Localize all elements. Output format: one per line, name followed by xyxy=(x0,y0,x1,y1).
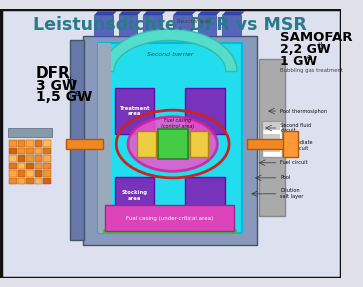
Polygon shape xyxy=(119,11,141,15)
Text: Dilution
salt layer: Dilution salt layer xyxy=(280,189,304,199)
Bar xyxy=(105,205,234,231)
Bar xyxy=(119,15,137,36)
Bar xyxy=(259,59,285,216)
Bar xyxy=(26,170,34,177)
Bar xyxy=(35,148,42,154)
Bar xyxy=(35,163,42,169)
Bar xyxy=(137,131,156,157)
Text: Fuel casing
(control area): Fuel casing (control area) xyxy=(161,118,194,129)
Bar xyxy=(35,155,42,162)
Polygon shape xyxy=(173,11,196,15)
Bar xyxy=(26,140,34,147)
Bar xyxy=(18,163,25,169)
Bar xyxy=(9,170,17,177)
Bar xyxy=(9,178,17,185)
Text: 3 GW: 3 GW xyxy=(36,79,77,93)
Bar xyxy=(261,121,282,157)
Bar xyxy=(43,140,51,147)
Text: Fuel circuit: Fuel circuit xyxy=(280,160,308,165)
Bar xyxy=(26,155,34,162)
Bar xyxy=(35,140,42,147)
Bar xyxy=(18,178,25,185)
Bar xyxy=(43,155,51,162)
Text: Reactor wall: Reactor wall xyxy=(176,19,211,30)
Bar xyxy=(43,178,51,185)
Bar xyxy=(115,177,154,214)
Bar xyxy=(189,131,208,157)
Bar xyxy=(83,36,257,245)
Bar xyxy=(173,15,192,36)
Bar xyxy=(9,155,17,162)
Bar xyxy=(18,170,25,177)
Text: e: e xyxy=(307,53,311,62)
Text: Leistunsdichte: DFR vs MSR: Leistunsdichte: DFR vs MSR xyxy=(33,15,307,34)
Bar xyxy=(264,122,280,130)
Bar xyxy=(8,128,52,137)
Bar xyxy=(248,139,285,149)
Bar xyxy=(264,134,280,141)
Bar xyxy=(18,148,25,154)
Bar xyxy=(26,148,34,154)
Bar xyxy=(222,15,241,36)
Text: Pool: Pool xyxy=(280,175,291,180)
Text: 2,2 GW: 2,2 GW xyxy=(280,43,331,57)
Bar xyxy=(264,145,280,152)
Polygon shape xyxy=(102,29,237,71)
Bar xyxy=(283,131,298,157)
Text: Second fluid
circuit: Second fluid circuit xyxy=(280,123,311,133)
Text: e: e xyxy=(74,89,79,98)
Bar xyxy=(35,170,42,177)
Bar xyxy=(98,43,111,233)
Bar xyxy=(43,148,51,154)
Text: SAMOFAR: SAMOFAR xyxy=(280,31,353,44)
Polygon shape xyxy=(94,11,117,15)
FancyBboxPatch shape xyxy=(70,40,84,240)
Ellipse shape xyxy=(128,117,217,171)
Bar xyxy=(18,140,25,147)
Bar xyxy=(9,148,17,154)
Bar xyxy=(43,170,51,177)
Text: Bubbling gas treatment: Bubbling gas treatment xyxy=(280,68,343,73)
Bar xyxy=(9,163,17,169)
Text: Treatment
area: Treatment area xyxy=(119,106,150,117)
Bar xyxy=(102,229,237,233)
Bar xyxy=(185,88,225,134)
Bar xyxy=(143,15,162,36)
Bar xyxy=(185,177,225,214)
Text: th: th xyxy=(318,42,326,51)
Text: DFR: DFR xyxy=(36,66,70,81)
Bar xyxy=(197,15,216,36)
Text: Stocking
area: Stocking area xyxy=(122,190,147,201)
Bar xyxy=(26,178,34,185)
Bar xyxy=(35,178,42,185)
Bar xyxy=(26,163,34,169)
Bar xyxy=(66,139,103,149)
Polygon shape xyxy=(197,11,220,15)
Text: 1,5 GW: 1,5 GW xyxy=(36,90,92,104)
Bar xyxy=(94,15,113,36)
Bar xyxy=(98,43,242,233)
Polygon shape xyxy=(222,11,245,15)
Text: th: th xyxy=(67,77,76,86)
Text: Fuel casing (under-critical area): Fuel casing (under-critical area) xyxy=(126,216,213,221)
Bar xyxy=(9,140,17,147)
Polygon shape xyxy=(143,11,166,15)
Text: Intermediate
fluid circuit: Intermediate fluid circuit xyxy=(280,140,313,151)
Bar xyxy=(18,155,25,162)
Text: Second barrier: Second barrier xyxy=(147,52,193,57)
Text: Pool thermosiphon: Pool thermosiphon xyxy=(280,108,327,114)
Bar xyxy=(158,129,188,159)
Bar xyxy=(115,88,154,134)
Text: 1 GW: 1 GW xyxy=(280,55,317,68)
Bar xyxy=(43,163,51,169)
